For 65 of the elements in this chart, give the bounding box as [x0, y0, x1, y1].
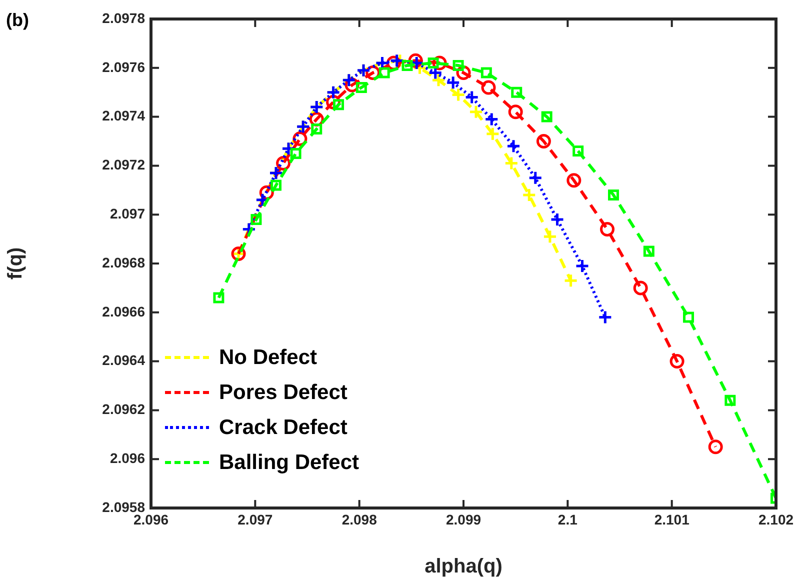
point: [250, 214, 262, 225]
point: [575, 258, 590, 274]
point: [213, 292, 224, 304]
point: [506, 138, 521, 154]
point: [600, 222, 614, 237]
point: [378, 67, 390, 78]
point: [464, 90, 480, 104]
y-tick-label: 2.097: [110, 205, 146, 222]
point: [670, 354, 684, 369]
point: [480, 67, 492, 78]
x-tick-label: 2.098: [342, 511, 378, 528]
y-tick-label: 2.096: [110, 450, 146, 466]
point: [550, 212, 564, 227]
point: [428, 58, 439, 69]
y-tick-label: 2.0962: [102, 401, 146, 418]
point: [683, 312, 694, 323]
y-tick-label: 2.0976: [102, 58, 146, 75]
point: [541, 111, 552, 122]
point: [481, 80, 496, 95]
point: [452, 60, 464, 71]
point: [633, 280, 648, 296]
y-tick-label: 2.0968: [102, 254, 146, 270]
y-axis-title: f(q): [4, 247, 27, 280]
point: [311, 124, 322, 135]
point: [608, 190, 619, 201]
x-tick-label: 2.099: [446, 511, 482, 528]
point: [290, 148, 302, 159]
point: [572, 146, 584, 157]
point: [451, 88, 466, 102]
legend-label: Pores Defect: [219, 380, 348, 404]
legend-label: Crack Defect: [219, 416, 348, 440]
y-tick-label: 2.0978: [102, 10, 146, 26]
point: [390, 53, 404, 68]
point: [485, 126, 500, 142]
x-axis-title: alpha(q): [424, 556, 502, 578]
point: [542, 229, 558, 244]
point: [528, 170, 543, 186]
point: [484, 112, 499, 126]
y-tick-label: 2.0964: [102, 352, 146, 368]
point: [566, 173, 582, 188]
point: [504, 156, 519, 171]
point: [708, 440, 723, 454]
point: [643, 246, 654, 257]
x-tick-label: 2.1: [558, 511, 578, 528]
y-tick-label: 2.0974: [102, 108, 146, 124]
x-tick-label: 2.097: [238, 511, 273, 528]
legend-label: No Defect: [219, 346, 318, 370]
point: [598, 310, 612, 325]
x-tick-label: 2.101: [654, 511, 690, 528]
y-tick-label: 2.0966: [102, 303, 146, 320]
point: [522, 188, 536, 202]
point: [511, 86, 522, 98]
point: [468, 104, 484, 120]
point: [446, 75, 460, 90]
point: [270, 180, 282, 191]
legend-label: Balling Defect: [219, 450, 360, 474]
x-tick-label: 2.102: [758, 511, 794, 528]
y-tick-label: 2.0972: [102, 156, 146, 173]
text: (b): [6, 10, 29, 30]
point: [564, 273, 578, 288]
point: [724, 394, 736, 406]
point: [402, 60, 413, 71]
point: [536, 134, 551, 148]
point: [508, 104, 523, 120]
point: [356, 82, 367, 93]
